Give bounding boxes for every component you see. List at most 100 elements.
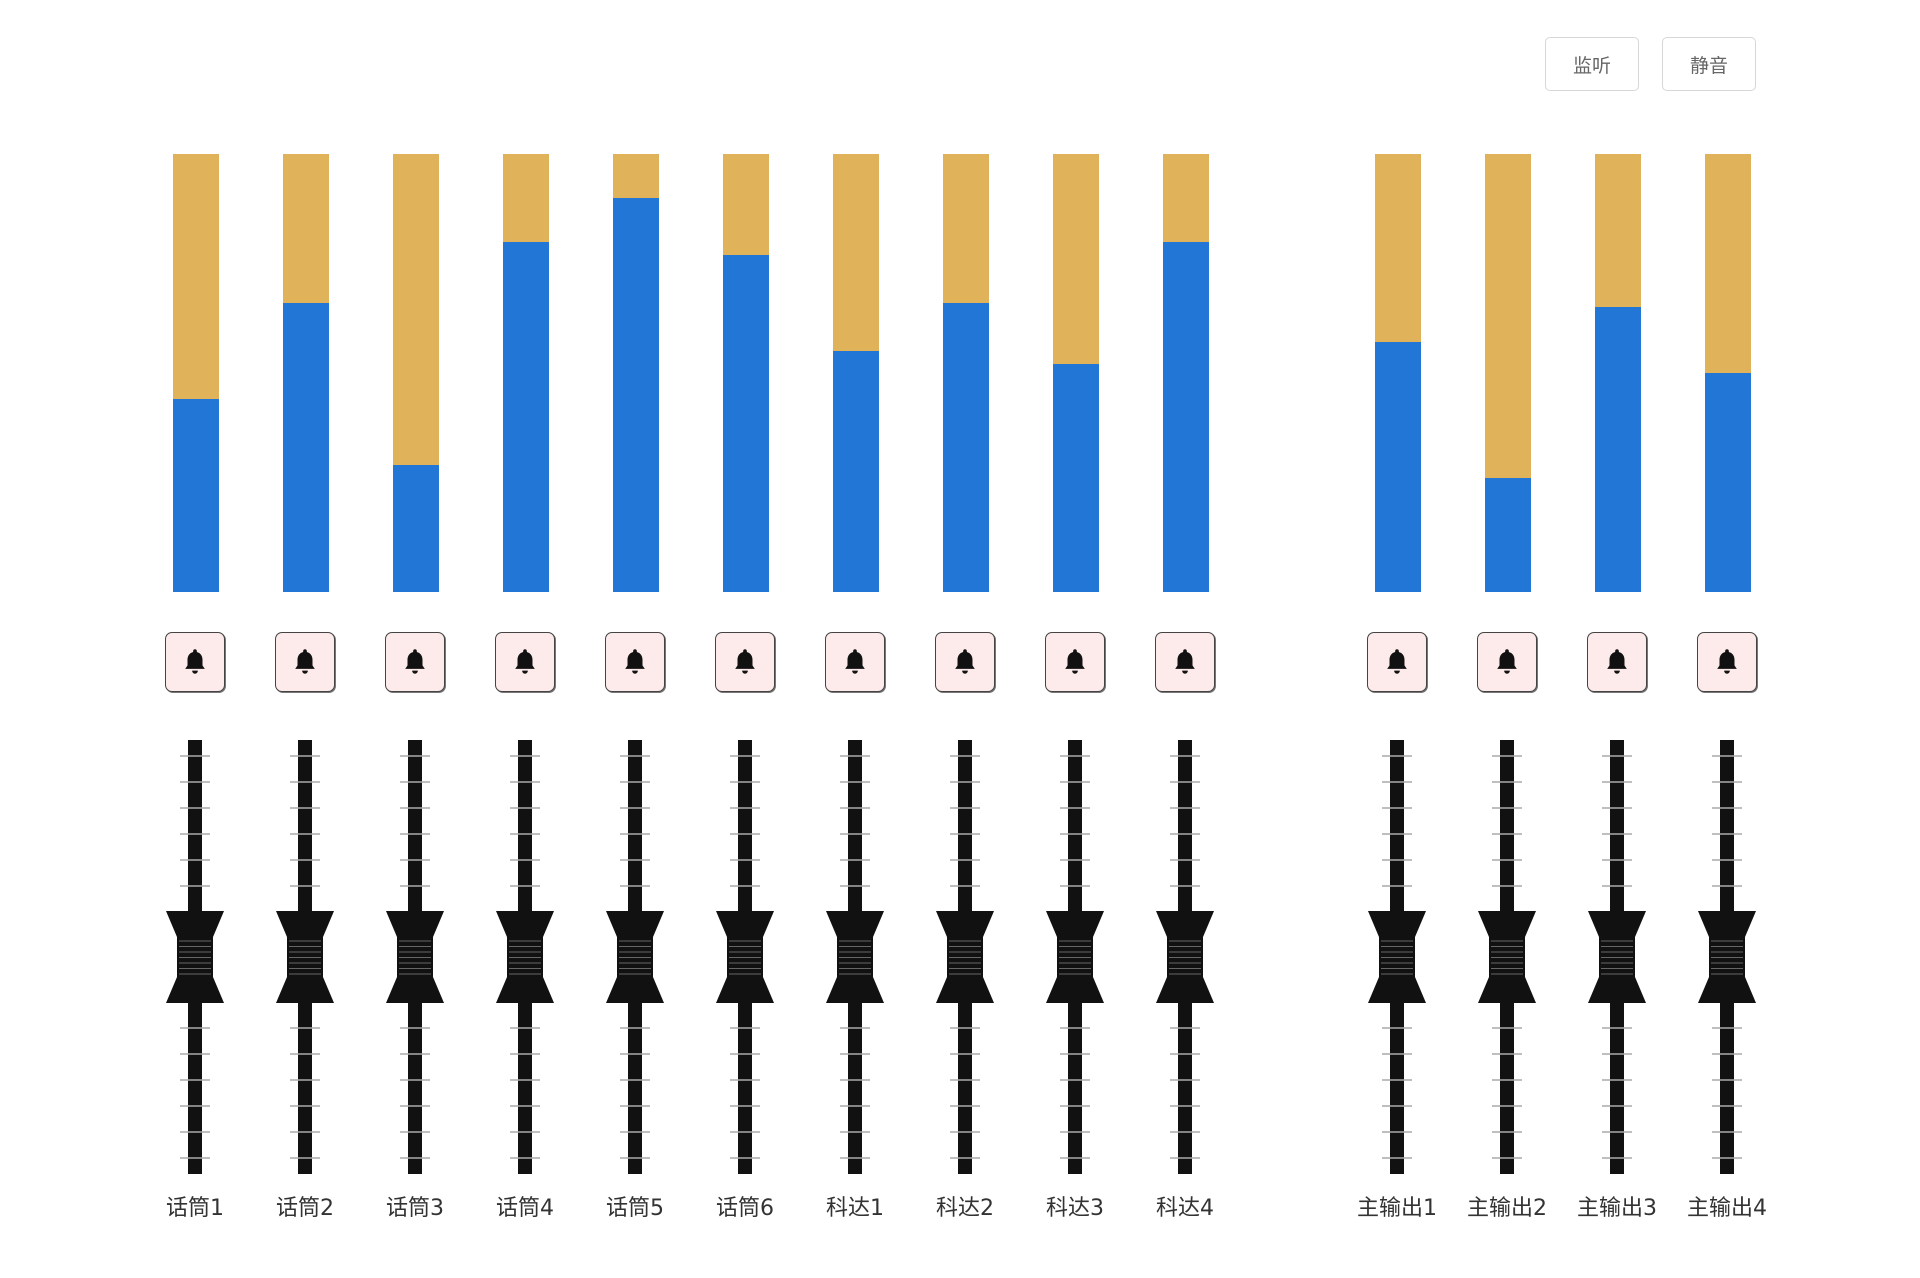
volume-fader[interactable] bbox=[815, 740, 895, 1174]
volume-fader[interactable] bbox=[1467, 740, 1547, 1174]
level-meter bbox=[1705, 154, 1751, 592]
level-meter-fill bbox=[723, 254, 769, 592]
bell-icon bbox=[405, 649, 425, 674]
level-meter-fill bbox=[1705, 373, 1751, 592]
level-meter-fill bbox=[1053, 364, 1099, 592]
bell-icon bbox=[515, 649, 535, 674]
channel-strip: 话筒2 bbox=[250, 0, 360, 1278]
bell-icon bbox=[845, 649, 865, 674]
bell-button[interactable] bbox=[165, 632, 225, 692]
bell-button[interactable] bbox=[935, 632, 995, 692]
bell-icon bbox=[735, 649, 755, 674]
bell-button[interactable] bbox=[715, 632, 775, 692]
level-meter-fill bbox=[1595, 307, 1641, 592]
volume-fader[interactable] bbox=[925, 740, 1005, 1174]
bell-button[interactable] bbox=[825, 632, 885, 692]
level-meter-fill bbox=[503, 241, 549, 592]
output-strip: 主输出4 bbox=[1672, 0, 1782, 1278]
level-meter bbox=[1485, 154, 1531, 592]
level-meter bbox=[833, 154, 879, 592]
bell-button[interactable] bbox=[1587, 632, 1647, 692]
bell-button[interactable] bbox=[1045, 632, 1105, 692]
level-meter bbox=[943, 154, 989, 592]
level-meter bbox=[503, 154, 549, 592]
fader-knob bbox=[1156, 911, 1214, 1003]
channel-strip: 话筒4 bbox=[470, 0, 580, 1278]
level-meter bbox=[613, 154, 659, 592]
bell-button[interactable] bbox=[495, 632, 555, 692]
channel-label: 主输出3 bbox=[1577, 1196, 1657, 1221]
bell-button[interactable] bbox=[1155, 632, 1215, 692]
fader-knob bbox=[1698, 911, 1756, 1003]
channel-strip: 科达2 bbox=[910, 0, 1020, 1278]
level-meter bbox=[1375, 154, 1421, 592]
bell-button[interactable] bbox=[1367, 632, 1427, 692]
channel-label: 科达2 bbox=[936, 1196, 994, 1221]
level-meter bbox=[393, 154, 439, 592]
volume-fader[interactable] bbox=[1145, 740, 1225, 1174]
level-meter bbox=[1595, 154, 1641, 592]
channel-strip: 话筒6 bbox=[690, 0, 800, 1278]
channel-label: 话筒5 bbox=[606, 1196, 664, 1221]
channel-label: 话筒4 bbox=[496, 1196, 554, 1221]
level-meter bbox=[723, 154, 769, 592]
level-meter-fill bbox=[1485, 478, 1531, 592]
level-meter-fill bbox=[943, 302, 989, 592]
fader-knob bbox=[166, 911, 224, 1003]
output-strip: 主输出1 bbox=[1342, 0, 1452, 1278]
channel-strip: 科达1 bbox=[800, 0, 910, 1278]
fader-knob bbox=[1368, 911, 1426, 1003]
bell-button[interactable] bbox=[605, 632, 665, 692]
volume-fader[interactable] bbox=[1687, 740, 1767, 1174]
level-meter bbox=[1053, 154, 1099, 592]
monitor-button[interactable]: 监听 bbox=[1545, 37, 1639, 91]
volume-fader[interactable] bbox=[595, 740, 675, 1174]
bell-button[interactable] bbox=[385, 632, 445, 692]
channel-label: 话筒6 bbox=[716, 1196, 774, 1221]
level-meter-fill bbox=[613, 197, 659, 592]
channel-label: 科达3 bbox=[1046, 1196, 1104, 1221]
fader-knob bbox=[606, 911, 664, 1003]
bell-button[interactable] bbox=[1697, 632, 1757, 692]
fader-knob bbox=[276, 911, 334, 1003]
fader-knob bbox=[1588, 911, 1646, 1003]
output-strip: 主输出2 bbox=[1452, 0, 1562, 1278]
fader-knob bbox=[386, 911, 444, 1003]
bell-button[interactable] bbox=[275, 632, 335, 692]
level-meter-fill bbox=[283, 302, 329, 592]
bell-icon bbox=[1387, 649, 1407, 674]
level-meter bbox=[1163, 154, 1209, 592]
channel-strip: 话筒5 bbox=[580, 0, 690, 1278]
volume-fader[interactable] bbox=[1577, 740, 1657, 1174]
fader-knob bbox=[1478, 911, 1536, 1003]
bell-button[interactable] bbox=[1477, 632, 1537, 692]
volume-fader[interactable] bbox=[155, 740, 235, 1174]
level-meter-fill bbox=[1163, 241, 1209, 592]
volume-fader[interactable] bbox=[375, 740, 455, 1174]
channel-label: 主输出2 bbox=[1467, 1196, 1547, 1221]
fader-knob bbox=[1046, 911, 1104, 1003]
bell-icon bbox=[1065, 649, 1085, 674]
mute-button[interactable]: 静音 bbox=[1662, 37, 1756, 91]
channel-strip: 科达4 bbox=[1130, 0, 1240, 1278]
channel-label: 主输出1 bbox=[1357, 1196, 1437, 1221]
volume-fader[interactable] bbox=[1035, 740, 1115, 1174]
volume-fader[interactable] bbox=[705, 740, 785, 1174]
channel-strip: 话筒3 bbox=[360, 0, 470, 1278]
output-strip: 主输出3 bbox=[1562, 0, 1672, 1278]
level-meter bbox=[173, 154, 219, 592]
channel-label: 主输出4 bbox=[1687, 1196, 1767, 1221]
bell-icon bbox=[1607, 649, 1627, 674]
volume-fader[interactable] bbox=[1357, 740, 1437, 1174]
bell-icon bbox=[1175, 649, 1195, 674]
volume-fader[interactable] bbox=[265, 740, 345, 1174]
channel-label: 科达1 bbox=[826, 1196, 884, 1221]
level-meter-fill bbox=[393, 464, 439, 592]
fader-knob bbox=[716, 911, 774, 1003]
channel-strip: 话筒1 bbox=[140, 0, 250, 1278]
channel-strip: 科达3 bbox=[1020, 0, 1130, 1278]
bell-icon bbox=[1717, 649, 1737, 674]
level-meter bbox=[283, 154, 329, 592]
volume-fader[interactable] bbox=[485, 740, 565, 1174]
level-meter-fill bbox=[173, 399, 219, 592]
